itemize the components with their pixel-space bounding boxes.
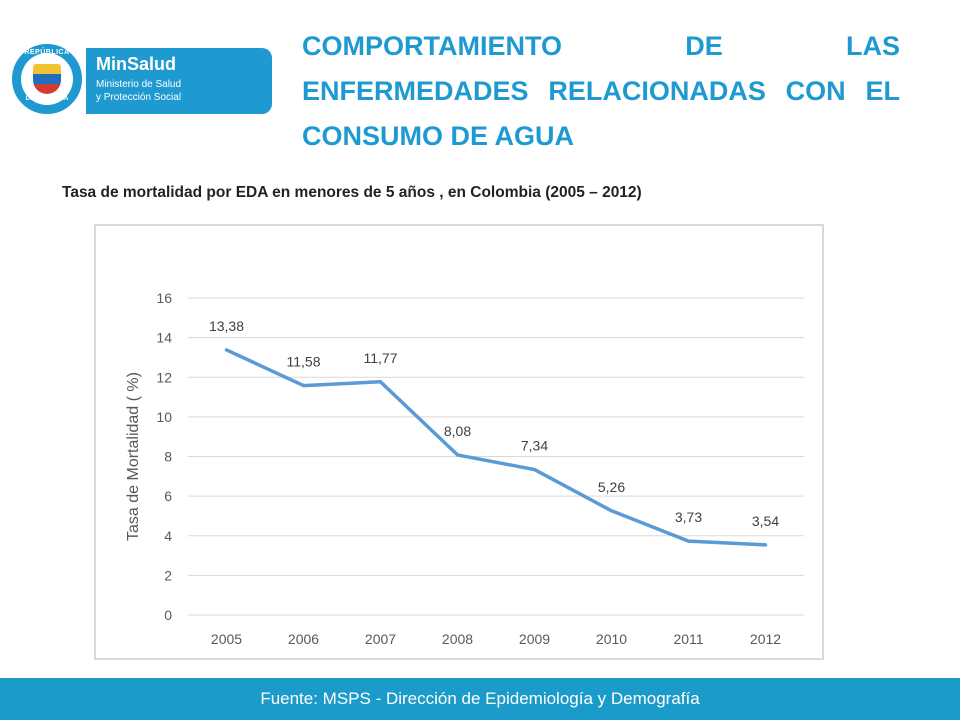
shield-icon [33,64,61,94]
data-point-2012 [764,543,767,547]
y-tick-label-0: 0 [164,607,172,623]
data-label-2005: 13,38 [209,318,244,334]
series-line [224,348,768,547]
data-label-2012: 3,54 [752,513,779,529]
x-tick-label-2012: 2012 [750,631,781,647]
colombia-crest-icon: REPÚBLICA DE COLOMBIA [12,44,82,114]
y-tick-label-14: 14 [156,330,172,346]
data-point-2010 [610,509,613,513]
data-label-2009: 7,34 [521,438,548,454]
data-label-2011: 3,73 [675,509,702,525]
data-label-2008: 8,08 [444,423,471,439]
x-tick-label-2010: 2010 [596,631,627,647]
data-point-2005 [225,348,228,352]
data-label-2007: 11,77 [364,350,398,366]
data-point-2007 [379,380,382,384]
x-tick-label-2008: 2008 [442,631,473,647]
data-label-2010: 5,26 [598,479,625,495]
brand-sub-line-1: Ministerio de Salud [96,79,182,90]
page-title: COMPORTAMIENTO DE LAS ENFERMEDADES RELAC… [302,31,900,151]
brand-subtitle: Ministerio de Salud y Protección Social [96,78,266,104]
minsalud-logo: REPÚBLICA DE COLOMBIA MinSalud Ministeri… [8,42,272,118]
source-footer: Fuente: MSPS - Dirección de Epidemiologí… [0,678,960,720]
y-tick-label-2: 2 [164,567,172,583]
y-tick-label-16: 16 [156,290,172,306]
data-label-2006: 11,58 [287,354,321,370]
line-chart: 0 2 4 6 8 10 12 14 16 2005 2006 2007 2008 2009 2010 201… [125,290,804,647]
chart-subtitle: Tasa de mortalidad por EDA en menores de… [62,184,642,201]
brand-sub-line-2: y Protección Social [96,92,182,103]
x-tick-label-2005: 2005 [211,631,242,647]
y-tick-label-8: 8 [164,449,172,465]
x-tick-label-2011: 2011 [673,631,703,647]
x-tick-label-2009: 2009 [519,631,550,647]
y-tick-label-12: 12 [156,369,172,385]
brand-box: MinSalud Ministerio de Salud y Protecció… [86,48,272,114]
x-tick-label-2006: 2006 [288,631,319,647]
data-point-2006 [302,384,305,388]
chart-frame: 0 2 4 6 8 10 12 14 16 2005 2006 2007 2008 2009 2010 201… [94,224,824,660]
y-tick-label-10: 10 [156,409,172,425]
data-point-2008 [456,453,459,457]
x-tick-label-2007: 2007 [365,631,396,647]
data-point-2011 [687,539,690,543]
crest-bottom-text: DE COLOMBIA [25,96,69,102]
data-point-2009 [533,468,536,472]
y-tick-label-4: 4 [164,528,172,544]
brand-name: MinSalud [96,54,176,74]
y-axis-label: Tasa de Mortalidad ( %) [125,372,142,541]
crest-top-text: REPÚBLICA [20,49,74,63]
y-tick-label-6: 6 [164,488,172,504]
